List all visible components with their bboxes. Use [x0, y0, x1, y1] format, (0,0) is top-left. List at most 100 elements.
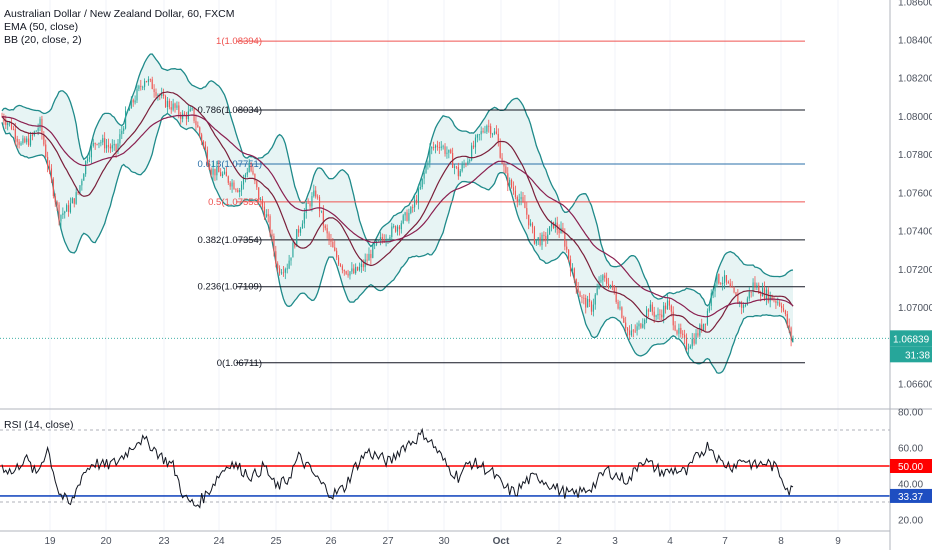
- candle-body: [117, 143, 119, 152]
- candle-body: [792, 338, 794, 340]
- candle-body: [286, 268, 288, 270]
- candle-body: [111, 145, 113, 149]
- candle-body: [58, 204, 60, 222]
- candle-body: [220, 172, 222, 176]
- candle-body: [20, 143, 22, 145]
- bb-upper-line: [1, 53, 794, 307]
- candle-body: [298, 229, 300, 233]
- candle-body: [140, 85, 142, 87]
- candle-body: [752, 282, 754, 292]
- candle-body: [461, 164, 463, 171]
- candle-body: [704, 323, 707, 325]
- candle-body: [429, 148, 431, 163]
- candle-body: [125, 110, 127, 129]
- candle-body: [263, 206, 265, 218]
- candle-body: [332, 242, 334, 248]
- candle-body: [613, 285, 615, 293]
- candle-body: [328, 233, 330, 240]
- candle-body: [22, 138, 24, 144]
- candle-body: [206, 149, 208, 164]
- candle-body: [488, 125, 490, 127]
- candle-body: [216, 166, 218, 176]
- candle-body: [301, 223, 303, 229]
- rsi-legend[interactable]: RSI (14, close): [4, 419, 74, 431]
- candle-body: [275, 251, 277, 264]
- candle-body: [569, 259, 572, 272]
- candle-body: [50, 168, 53, 180]
- symbol-title[interactable]: Australian Dollar / New Zealand Dollar, …: [4, 8, 235, 20]
- candle-body: [448, 149, 450, 153]
- candle-body: [459, 170, 461, 177]
- candle-body: [9, 122, 11, 124]
- candle-body: [457, 167, 459, 177]
- candle-body: [176, 105, 178, 108]
- ema-legend[interactable]: EMA (50, close): [4, 21, 79, 33]
- candle-body: [12, 129, 14, 130]
- candle-body: [48, 166, 51, 169]
- candle-body: [672, 311, 674, 326]
- candle-body: [208, 163, 210, 170]
- candle-body: [414, 199, 416, 208]
- candle-body: [706, 310, 709, 325]
- candle-body: [579, 292, 581, 297]
- candle-body: [113, 144, 115, 146]
- candle-body: [75, 192, 77, 204]
- bb-basis-line: [1, 91, 794, 333]
- candle-body: [313, 190, 315, 197]
- candle-body: [104, 138, 106, 149]
- candle-body: [571, 268, 574, 272]
- candle-body: [746, 298, 748, 306]
- candle-body: [45, 144, 47, 157]
- candle-body: [107, 145, 110, 147]
- candle-body: [35, 130, 37, 132]
- candle-body: [492, 133, 494, 135]
- candle-body: [716, 273, 718, 284]
- candle-body: [256, 181, 258, 188]
- candle-body: [779, 302, 781, 306]
- candle-body: [509, 180, 511, 186]
- candle-body: [14, 129, 16, 139]
- candle-body: [43, 134, 45, 145]
- candle-body: [214, 168, 216, 176]
- candle-body: [547, 234, 549, 241]
- candle-body: [710, 293, 712, 306]
- candle-body: [172, 103, 174, 110]
- candle-body: [315, 190, 317, 197]
- candle-body: [391, 226, 393, 237]
- candle-body: [573, 268, 575, 279]
- rsi-current-tag: [890, 488, 932, 503]
- fibonacci-retracement[interactable]: 1(1.08394) 0.786(1.08034) 0.618(1.07751) 0.…: [198, 36, 805, 369]
- candle-body: [438, 147, 440, 148]
- candle-body: [60, 214, 62, 222]
- candle-body: [193, 108, 195, 121]
- candle-body: [341, 266, 343, 271]
- candle-body: [318, 197, 321, 212]
- candle-body: [533, 227, 535, 244]
- candle-body: [472, 145, 475, 148]
- candle-body: [100, 142, 102, 144]
- candle-body: [490, 126, 492, 135]
- candle-body: [67, 205, 70, 213]
- fib-level-label: 0.236(1.07109): [198, 282, 262, 293]
- candle-body: [729, 283, 731, 287]
- candle-body: [280, 272, 283, 274]
- candle-body: [415, 199, 418, 203]
- candle-body: [77, 192, 79, 193]
- candle-body: [678, 327, 680, 334]
- candle-body: [775, 300, 777, 303]
- time-tick-label: 9: [835, 536, 841, 547]
- bb-legend[interactable]: BB (20, close, 2): [4, 34, 82, 46]
- candle-body: [685, 337, 688, 350]
- candle-body: [398, 226, 400, 230]
- candle-body: [109, 146, 111, 149]
- candle-body: [592, 304, 594, 312]
- candle-body: [659, 313, 661, 315]
- candle-body: [676, 330, 678, 334]
- candle-body: [611, 284, 613, 286]
- candle-body: [385, 239, 387, 242]
- countdown-tag: [890, 346, 932, 363]
- candle-body: [83, 174, 85, 181]
- candle-body: [16, 138, 18, 142]
